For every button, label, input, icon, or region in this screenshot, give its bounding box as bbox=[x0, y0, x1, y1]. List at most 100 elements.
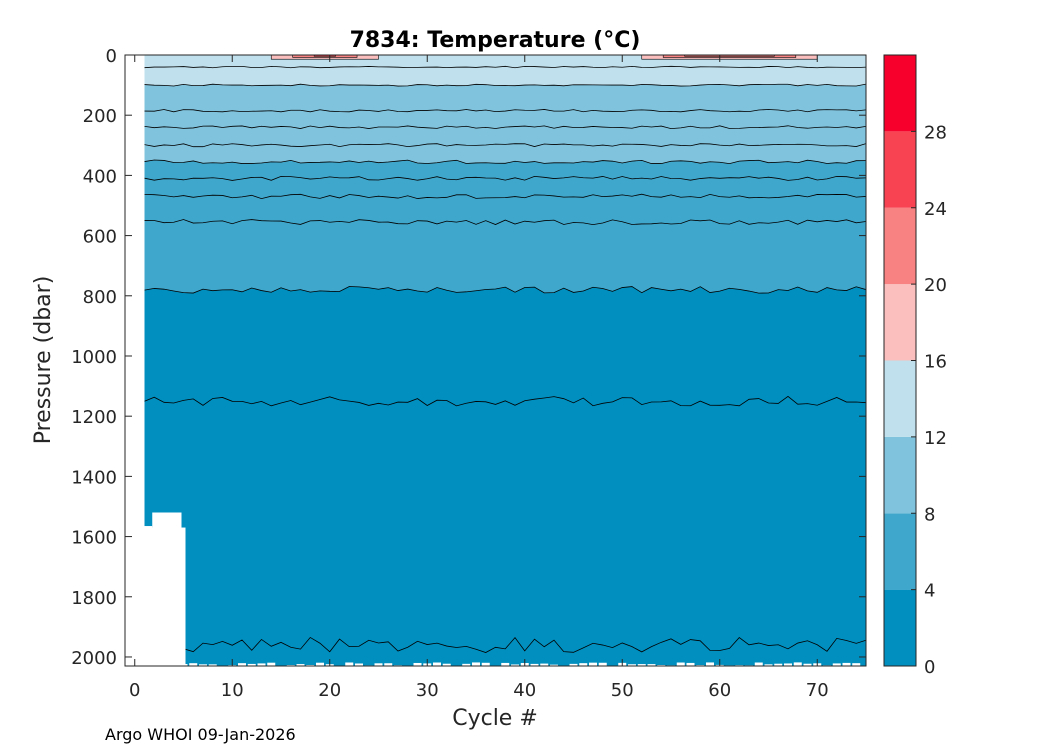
no-data-region bbox=[686, 662, 695, 666]
y-tick-label: 1200 bbox=[71, 407, 117, 428]
no-data-region bbox=[462, 663, 471, 666]
colorbar-tick-label: 20 bbox=[924, 275, 947, 296]
no-data-region bbox=[374, 663, 383, 666]
x-tick-label: 60 bbox=[708, 680, 731, 701]
y-axis: 0 200 400 600 800 1000 1200 1400 1600 1800 2000 bbox=[71, 46, 866, 669]
no-data-region bbox=[442, 663, 451, 666]
no-data-region bbox=[842, 662, 851, 666]
y-axis-label: Pressure (dbar) bbox=[31, 276, 56, 445]
y-tick-label: 600 bbox=[83, 227, 117, 248]
no-data-region bbox=[208, 664, 217, 666]
no-data-region bbox=[345, 662, 354, 666]
isotherm-6 bbox=[144, 193, 866, 200]
no-data-region bbox=[589, 662, 597, 666]
no-data-region bbox=[125, 55, 140, 666]
no-data-region bbox=[637, 664, 646, 666]
no-data-region bbox=[481, 662, 490, 666]
no-data-region bbox=[384, 663, 393, 666]
no-data-region bbox=[647, 664, 656, 666]
y-tick-label: 200 bbox=[83, 106, 117, 127]
isotherm-3 bbox=[144, 395, 866, 407]
colorbar-swatch bbox=[884, 589, 916, 666]
no-data-region bbox=[550, 664, 558, 666]
no-data-region bbox=[296, 664, 305, 666]
warm-patch bbox=[684, 55, 775, 57]
isotherm-8 bbox=[144, 159, 866, 165]
no-data-region bbox=[257, 663, 266, 666]
colorbar-tick-label: 16 bbox=[924, 352, 947, 373]
no-data-region bbox=[306, 664, 315, 666]
no-data-region bbox=[247, 663, 256, 666]
colorbar-tick-label: 0 bbox=[924, 657, 935, 678]
x-tick-label: 0 bbox=[129, 680, 140, 701]
colorbar-swatch bbox=[884, 360, 916, 437]
no-data-region bbox=[754, 662, 763, 666]
no-data-region bbox=[784, 663, 792, 666]
no-data-region bbox=[579, 663, 588, 666]
y-tick-label: 2000 bbox=[71, 648, 117, 669]
no-data-region bbox=[598, 662, 607, 666]
colorbar-tick-label: 28 bbox=[924, 122, 947, 143]
y-tick-label: 0 bbox=[106, 46, 117, 67]
isotherm-10 bbox=[144, 125, 866, 130]
credit-text: Argo WHOI 09-Jan-2026 bbox=[105, 725, 296, 744]
colorbar-swatch bbox=[884, 436, 916, 514]
colorbar-tick-label: 4 bbox=[924, 581, 935, 602]
colorbar-tick-label: 12 bbox=[924, 428, 947, 449]
no-data-region bbox=[199, 664, 207, 666]
no-data-region bbox=[676, 662, 685, 666]
colorbar-swatch bbox=[884, 284, 916, 361]
colorbar-swatch bbox=[884, 513, 916, 590]
y-tick-label: 1800 bbox=[71, 588, 117, 609]
x-tick-label: 10 bbox=[221, 680, 244, 701]
no-data-region bbox=[179, 664, 188, 666]
plot-frame bbox=[124, 54, 867, 667]
x-tick-label: 30 bbox=[416, 680, 439, 701]
no-data-region bbox=[189, 663, 198, 666]
x-tick-label: 20 bbox=[318, 680, 341, 701]
colorbar-tick-label: 24 bbox=[924, 199, 947, 220]
x-tick-label: 50 bbox=[611, 680, 634, 701]
no-data-region bbox=[267, 662, 276, 666]
x-axis: 0 10 20 30 40 50 60 70 bbox=[129, 55, 829, 701]
plot-area bbox=[125, 55, 866, 666]
isotherm-4 bbox=[144, 286, 866, 294]
no-data-region bbox=[852, 663, 861, 666]
colorbar-swatch bbox=[884, 207, 916, 285]
y-tick-label: 800 bbox=[83, 287, 117, 308]
no-data-region bbox=[511, 664, 519, 666]
no-data-region bbox=[413, 662, 422, 666]
no-data-region bbox=[628, 664, 636, 666]
y-tick-label: 400 bbox=[83, 166, 117, 187]
y-tick-label: 1400 bbox=[71, 467, 117, 488]
isotherm-14 bbox=[144, 65, 866, 69]
warm-patch bbox=[313, 55, 336, 57]
no-data-region bbox=[238, 663, 246, 666]
no-data-region bbox=[433, 662, 441, 666]
colorbar: 0 4 8 12 16 20 24 28 bbox=[883, 54, 947, 678]
isotherm-2 bbox=[144, 636, 866, 653]
colorbar-swatch bbox=[884, 55, 916, 132]
colorbar-swatch bbox=[884, 131, 916, 208]
x-tick-label: 40 bbox=[513, 680, 536, 701]
temperature-fill-bands bbox=[144, 55, 866, 666]
isotherm-12 bbox=[144, 83, 866, 87]
x-axis-label: Cycle # bbox=[452, 706, 538, 731]
no-data-region bbox=[355, 663, 363, 666]
y-tick-label: 1600 bbox=[71, 528, 117, 549]
colorbar-tick-label: 8 bbox=[924, 504, 935, 525]
no-data-region bbox=[803, 663, 812, 666]
no-data-region bbox=[316, 662, 324, 666]
no-data-region bbox=[706, 662, 714, 666]
no-data-region bbox=[530, 663, 539, 666]
isotherm-7 bbox=[144, 175, 866, 181]
no-data-region bbox=[472, 662, 480, 666]
no-data-region bbox=[540, 663, 549, 666]
no-data-region bbox=[774, 663, 783, 666]
chart-title: 7834: Temperature (°C) bbox=[350, 28, 641, 53]
no-data-regions bbox=[125, 55, 866, 666]
no-data-region bbox=[569, 663, 578, 666]
no-data-region bbox=[657, 664, 666, 666]
y-tick-label: 1000 bbox=[71, 347, 117, 368]
